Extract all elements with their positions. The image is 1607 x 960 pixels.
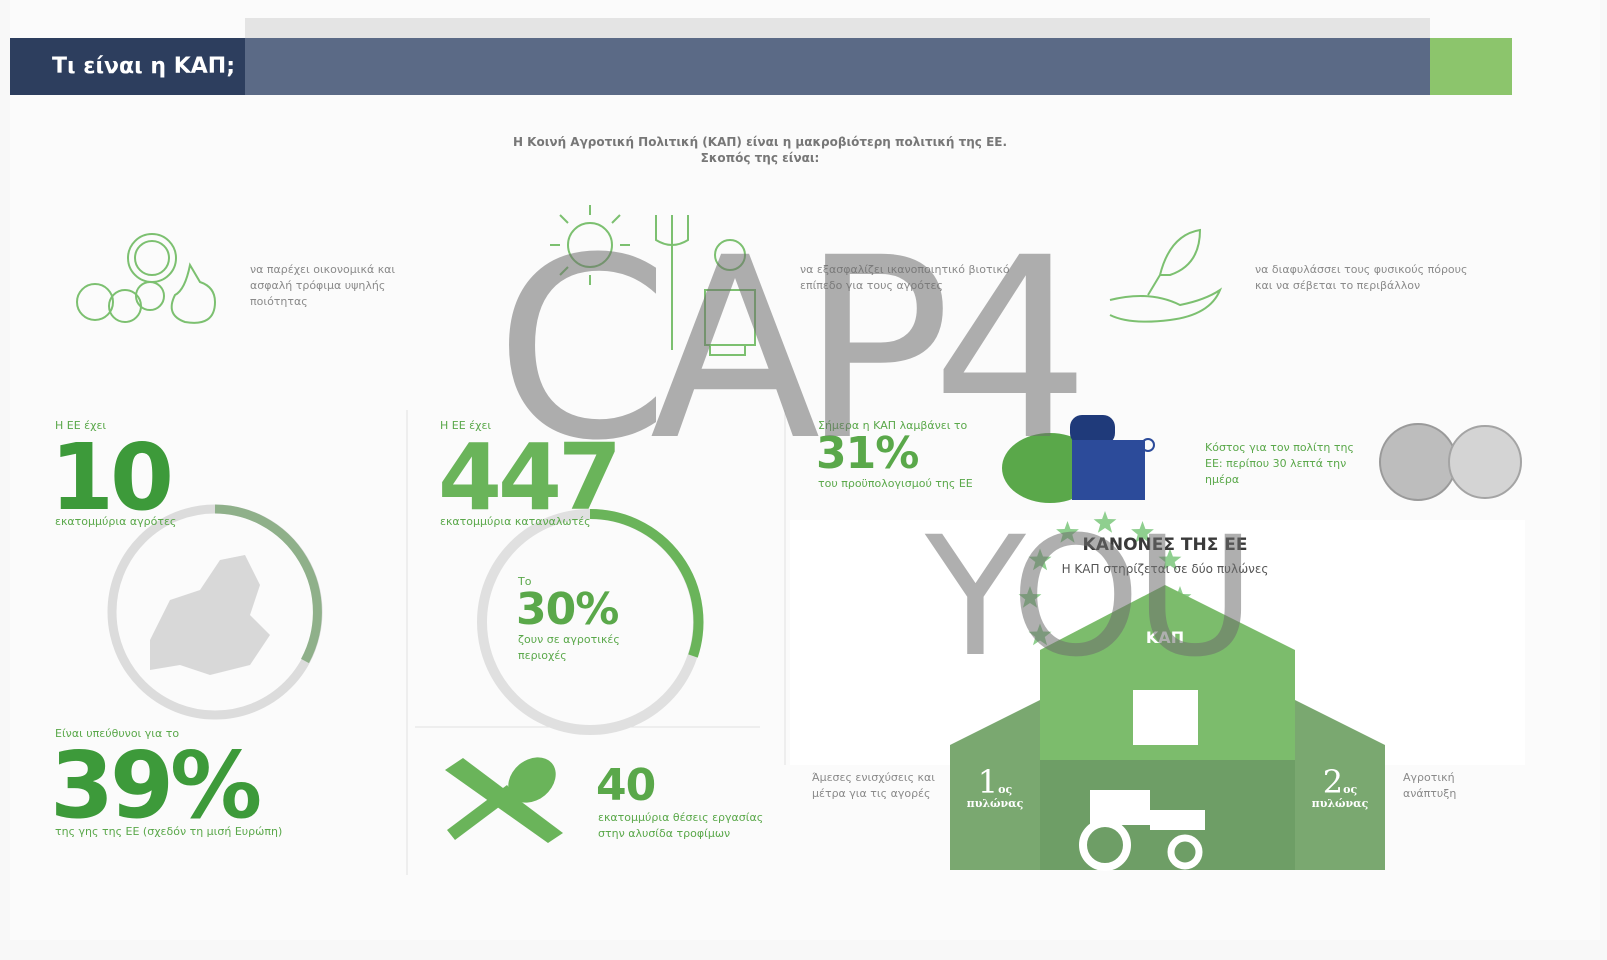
pillar-word: πυλώνας	[1311, 797, 1369, 810]
aim: να εξασφαλίζει ικανοποιητικό βιοτικό επί…	[800, 263, 1010, 292]
stat-prefix: Είναι υπεύθυνοι για το	[55, 727, 180, 740]
pillar-1	[950, 700, 1040, 870]
stat-value: 30%	[516, 584, 619, 635]
pillar-2	[1295, 700, 1385, 870]
fruit-icon	[76, 233, 217, 324]
stat-suffix: εκατομμύρια αγρότες	[55, 515, 177, 528]
farmer-icon	[550, 205, 756, 356]
cutlery-icon	[445, 757, 563, 843]
star	[1028, 548, 1052, 571]
header-dark	[10, 38, 245, 95]
piggy-bank	[1002, 415, 1155, 503]
header-accent	[1430, 38, 1512, 95]
coin	[1448, 425, 1522, 499]
header-shade	[245, 18, 1430, 40]
pillar-description: Αγροτική ανάπτυξη	[1403, 771, 1457, 800]
rules-subtitle: Η ΚΑΠ στηρίζεται σε δύο πυλώνες	[1061, 562, 1269, 576]
stat-value: 39%	[50, 732, 262, 839]
stat-prefix: Η ΕΕ έχει	[55, 419, 107, 432]
star	[1018, 586, 1042, 608]
pillar-number: 2	[1322, 763, 1344, 801]
eu-ring-accent	[214, 504, 322, 664]
star	[1131, 521, 1154, 543]
stat-value: 10	[50, 424, 174, 531]
rules-title: ΚΑΝΟΝΕΣ ΤΗΣ ΕΕ	[1082, 535, 1248, 555]
building-label: ΚΑΠ	[1145, 628, 1185, 647]
pillar-label: 2ος πυλώνας	[1300, 766, 1380, 811]
pillar-suffix: ος	[1343, 783, 1358, 796]
window	[1133, 690, 1198, 745]
aim: να διαφυλάσσει τους φυσικούς πόρους και …	[1255, 263, 1468, 292]
eu-map	[150, 555, 270, 675]
star	[1056, 521, 1079, 543]
stat-prefix: Η ΕΕ έχει	[440, 419, 492, 432]
star	[1158, 548, 1182, 571]
header-bar	[10, 38, 1430, 95]
header-title: Τι είναι η ΚΑΠ;	[52, 54, 235, 79]
watermark: CAP4	[495, 204, 1090, 495]
stat-suffix: ζουν σε αγροτικές περιοχές	[518, 633, 620, 662]
stat-suffix: του προϋπολογισμού της ΕΕ	[818, 477, 973, 490]
watermark: YOU	[925, 501, 1255, 693]
hand-leaf-icon	[1109, 228, 1223, 323]
rural-ring-accent	[589, 508, 704, 658]
cost: Κόστος για τον πολίτη της ΕΕ: περίπου 30…	[1205, 441, 1354, 486]
intro: Η Κοινή Αγροτική Πολιτική (ΚΑΠ) είναι η …	[512, 135, 1008, 165]
stat-suffix: της γης της ΕΕ (σχεδόν τη μισή Ευρώπη)	[55, 825, 283, 838]
pillar-word: πυλώνας	[966, 797, 1024, 810]
star	[1093, 511, 1117, 533]
stat-prefix: Το	[518, 575, 532, 588]
pillar-label: 1ος πυλώνας	[955, 766, 1035, 811]
tractor	[1079, 790, 1205, 871]
stat-value: 40	[596, 760, 656, 811]
pillar-number: 1	[977, 763, 999, 801]
pillar-suffix: ος	[998, 783, 1013, 796]
stat-value: 31%	[816, 428, 919, 479]
stat-prefix: Σήμερα η ΚΑΠ λαμβάνει το	[818, 419, 968, 432]
stat-suffix: εκατομμύρια θέσεις εργασίας στην αλυσίδα…	[598, 811, 764, 840]
stat-value: 447	[438, 424, 622, 531]
aim: να παρέχει οικονομικά και ασφαλή τρόφιμα…	[250, 263, 396, 308]
star	[1028, 623, 1052, 646]
stat-suffix: εκατομμύρια καταναλωτές	[440, 515, 591, 528]
coin	[1379, 423, 1457, 501]
pillar-description: Άμεσες ενισχύσεις και μέτρα για τις αγορ…	[812, 771, 935, 800]
